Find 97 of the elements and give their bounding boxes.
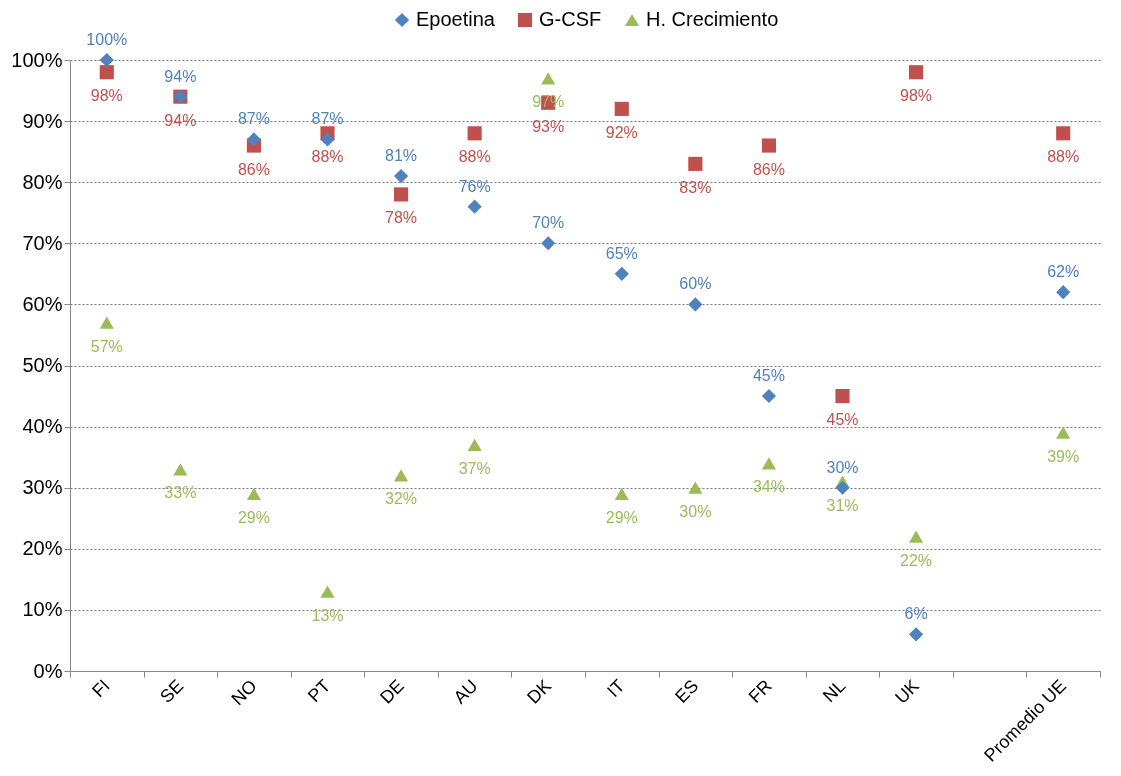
point: [99, 65, 114, 80]
y-tick-label: 60%: [22, 292, 63, 315]
point: [614, 487, 629, 500]
point: [99, 316, 114, 329]
point: [1056, 285, 1071, 300]
data-label: 88%: [458, 148, 491, 166]
point: [99, 52, 114, 68]
y-tick-label: 20%: [22, 537, 63, 560]
point: [320, 585, 335, 598]
point: [467, 126, 482, 141]
x-tick-label: SE: [156, 675, 188, 707]
point: [467, 199, 482, 214]
x-tick-label: FI: [88, 675, 114, 702]
point: [761, 138, 776, 153]
data-label: 87%: [311, 110, 344, 128]
point: [688, 156, 703, 171]
x-tick-label: NL: [818, 675, 850, 707]
data-label: 31%: [826, 496, 859, 514]
data-label: 57%: [90, 337, 123, 355]
x-tick-label: DE: [376, 675, 408, 708]
point: [909, 530, 924, 543]
point: [761, 388, 776, 404]
point: [1056, 126, 1071, 141]
data-label: 98%: [900, 87, 933, 105]
data-label: 22%: [900, 551, 933, 569]
data-label: 76%: [458, 177, 491, 195]
y-tick-label: 40%: [22, 415, 63, 438]
point: [614, 266, 629, 281]
point: [835, 480, 850, 495]
point: [541, 72, 556, 85]
data-label: 88%: [1047, 148, 1080, 166]
point: [394, 169, 409, 184]
y-tick-label: 30%: [22, 476, 63, 499]
point: [761, 457, 776, 470]
data-label: 45%: [826, 411, 859, 429]
data-label: 30%: [826, 458, 859, 476]
y-tick-label: 90%: [22, 109, 63, 132]
y-tick-label: 0%: [33, 659, 63, 682]
point: [467, 438, 482, 452]
data-label: 86%: [752, 160, 785, 178]
data-label: 86%: [237, 160, 270, 178]
point: [394, 187, 409, 202]
x-tick-label: UK: [891, 675, 923, 708]
data-label: 78%: [385, 209, 418, 227]
x-tick-label: FR: [744, 675, 776, 707]
legend-label: H. Crecimiento: [646, 8, 779, 30]
y-tick-label: 100%: [11, 48, 63, 71]
data-label: 81%: [385, 147, 418, 165]
data-label: 93%: [532, 117, 565, 135]
x-tick-label: AU: [449, 675, 482, 708]
x-tick-label: NO: [227, 675, 261, 709]
data-label: 29%: [605, 508, 638, 526]
data-label: 94%: [164, 111, 197, 129]
data-label: 83%: [679, 178, 712, 196]
data-label: 13%: [311, 606, 344, 624]
x-tick-label: IT: [603, 675, 629, 702]
point: [246, 132, 261, 147]
data-label: 94%: [164, 67, 197, 85]
point: [173, 463, 188, 476]
data-label: 100%: [86, 31, 128, 48]
point: [541, 236, 556, 251]
data-label: 60%: [679, 275, 712, 293]
data-label: 62%: [1047, 263, 1080, 281]
y-tick-label: 50%: [22, 354, 63, 376]
data-label: 6%: [904, 605, 928, 623]
data-label: 88%: [311, 148, 344, 166]
data-label: 34%: [752, 478, 785, 496]
point: [246, 487, 261, 500]
data-label: 45%: [752, 367, 785, 385]
x-tick-label: DK: [523, 675, 556, 708]
data-label: 70%: [532, 214, 565, 232]
data-label: 92%: [605, 123, 638, 141]
point: [320, 132, 335, 147]
y-tick-label: 70%: [22, 231, 63, 254]
data-label: 33%: [164, 484, 197, 502]
x-tick-label: PT: [303, 675, 335, 707]
data-label: 32%: [385, 490, 418, 508]
point: [1056, 426, 1071, 439]
point: [688, 297, 703, 312]
legend-label: Epoetina: [416, 8, 496, 30]
point: [394, 469, 409, 482]
x-tick-label: ES: [671, 675, 703, 707]
point: [909, 65, 924, 80]
point: [614, 101, 629, 116]
data-label: 29%: [237, 508, 270, 526]
y-tick-label: 10%: [22, 598, 63, 621]
data-label: 39%: [1047, 447, 1080, 465]
legend-label: G-CSF: [539, 8, 602, 30]
point: [835, 388, 850, 404]
point: [909, 627, 924, 642]
data-label: 98%: [90, 87, 123, 105]
point: [688, 481, 703, 494]
data-label: 37%: [458, 459, 491, 477]
y-tick-label: 80%: [22, 170, 63, 193]
data-label: 30%: [679, 502, 712, 520]
data-label: 65%: [605, 244, 638, 262]
data-label: 87%: [237, 110, 270, 128]
